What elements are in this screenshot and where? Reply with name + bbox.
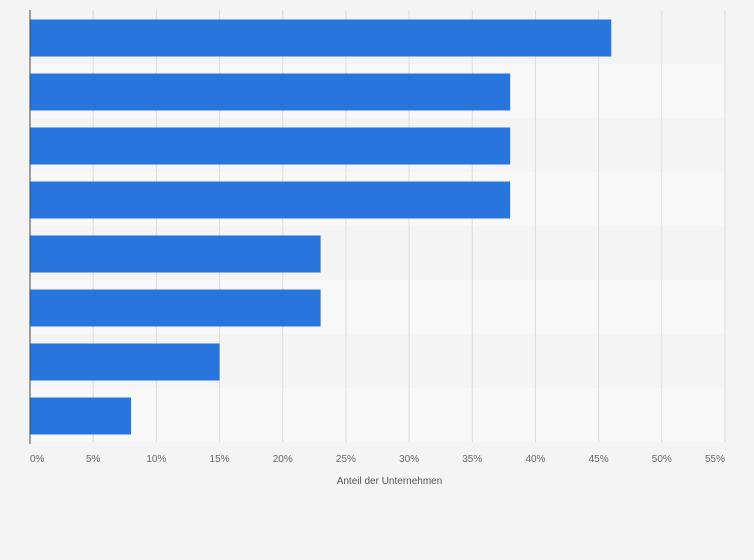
x-tick-label: 20%	[273, 454, 293, 465]
x-tick-label: 15%	[210, 454, 230, 465]
x-tick-labels: 0% 5% 10% 15% 20% 25% 30% 35% 40% 45% 50% 55%	[30, 454, 725, 465]
x-tick-label: 0%	[30, 454, 45, 465]
x-tick-label: 30%	[399, 454, 419, 465]
x-tick-label: 50%	[652, 454, 672, 465]
bars	[30, 19, 612, 435]
x-tick-label: 35%	[462, 454, 482, 465]
x-tick-label: 45%	[589, 454, 609, 465]
x-tick-label: 5%	[86, 454, 101, 465]
x-tick-label: 40%	[525, 454, 545, 465]
bar[interactable]	[30, 397, 132, 435]
x-tick-label: 55%	[705, 454, 725, 465]
bar[interactable]	[30, 181, 511, 219]
bar[interactable]	[30, 343, 220, 381]
x-tick-label: 10%	[146, 454, 166, 465]
bar[interactable]	[30, 19, 612, 57]
bar[interactable]	[30, 127, 511, 165]
row-band	[30, 388, 725, 442]
bar[interactable]	[30, 235, 321, 273]
x-tick-label: 25%	[336, 454, 356, 465]
bar[interactable]	[30, 73, 511, 111]
bar[interactable]	[30, 289, 321, 327]
x-axis-title: Anteil der Unternehmen	[337, 476, 443, 487]
